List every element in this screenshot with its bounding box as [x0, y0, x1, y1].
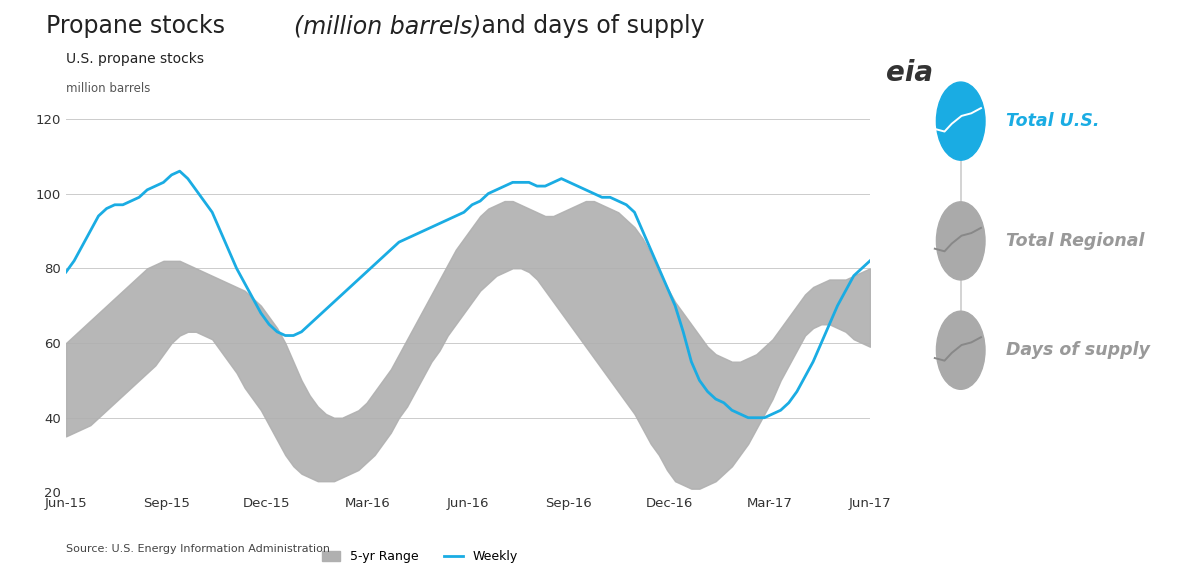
Circle shape	[936, 82, 985, 160]
Text: Total U.S.: Total U.S.	[1006, 112, 1099, 130]
Circle shape	[936, 202, 985, 280]
Text: (million barrels): (million barrels)	[294, 14, 481, 38]
Text: and days of supply: and days of supply	[474, 14, 704, 38]
Text: Total Regional: Total Regional	[1006, 232, 1145, 250]
Text: Propane stocks: Propane stocks	[46, 14, 232, 38]
Text: U.S. propane stocks: U.S. propane stocks	[66, 52, 204, 66]
Circle shape	[936, 311, 985, 389]
Text: eia: eia	[886, 59, 934, 87]
Text: Source: U.S. Energy Information Administration: Source: U.S. Energy Information Administ…	[66, 544, 330, 554]
Text: million barrels: million barrels	[66, 82, 150, 95]
Legend: 5-yr Range, Weekly: 5-yr Range, Weekly	[317, 546, 523, 566]
Text: Days of supply: Days of supply	[1006, 341, 1150, 359]
